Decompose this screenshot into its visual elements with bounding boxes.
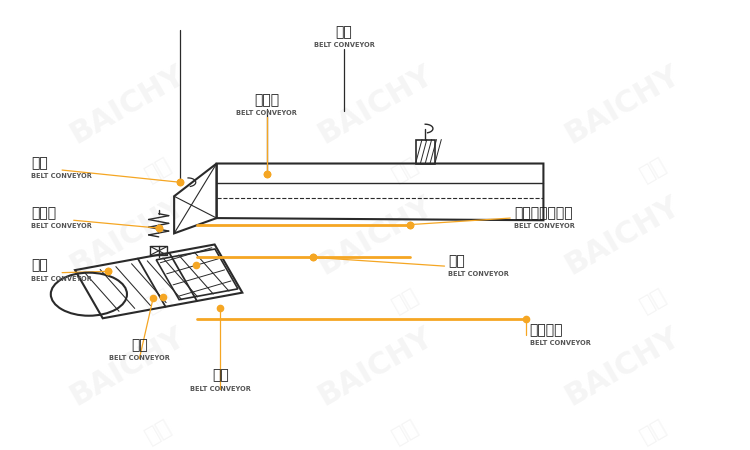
Text: 百驰: 百驰 [142,286,176,316]
Text: BELT CONVEYOR: BELT CONVEYOR [236,110,297,116]
Text: 槽体: 槽体 [336,25,352,39]
Text: 一板弹簧: 一板弹簧 [530,323,563,337]
Text: BELT CONVEYOR: BELT CONVEYOR [514,223,575,230]
Text: BAICHY: BAICHY [560,322,685,411]
Text: 百驰: 百驰 [637,286,670,316]
Text: BAICHY: BAICHY [560,191,685,280]
Text: 百驰: 百驰 [389,286,422,316]
Text: 衡铁: 衡铁 [212,369,229,382]
Text: BELT CONVEYOR: BELT CONVEYOR [448,271,509,277]
Bar [150,247,167,255]
Bar [416,140,435,163]
Text: 百驰: 百驰 [389,155,422,185]
Text: BELT CONVEYOR: BELT CONVEYOR [32,173,92,179]
Text: BAICHY: BAICHY [65,191,190,280]
Text: 百驰: 百驰 [637,417,670,447]
Text: BELT CONVEYOR: BELT CONVEYOR [314,42,374,48]
Text: 连接叉: 连接叉 [254,93,280,107]
Text: 百驰: 百驰 [637,155,670,185]
Text: BAICHY: BAICHY [65,322,190,411]
Text: BELT CONVEYOR: BELT CONVEYOR [190,386,251,392]
Text: 百驰: 百驰 [142,417,176,447]
Text: BAICHY: BAICHY [560,60,685,149]
Text: BELT CONVEYOR: BELT CONVEYOR [32,223,92,230]
Text: 壳体: 壳体 [448,254,465,268]
Text: BAICHY: BAICHY [313,191,437,280]
Text: 减振器: 减振器 [32,206,56,220]
Text: 板弹簧压紧螺栓: 板弹簧压紧螺栓 [514,206,573,220]
Text: BELT CONVEYOR: BELT CONVEYOR [32,276,92,282]
Text: BELT CONVEYOR: BELT CONVEYOR [109,355,170,361]
Text: 吸杆: 吸杆 [32,156,48,170]
Text: BAICHY: BAICHY [65,60,190,149]
Text: BELT CONVEYOR: BELT CONVEYOR [530,340,590,346]
Text: BAICHY: BAICHY [313,322,437,411]
Text: 铁芯: 铁芯 [32,259,48,273]
Text: 百驰: 百驰 [142,155,176,185]
Text: BAICHY: BAICHY [313,60,437,149]
Text: 百驰: 百驰 [389,417,422,447]
Text: 线圈: 线圈 [131,338,148,352]
